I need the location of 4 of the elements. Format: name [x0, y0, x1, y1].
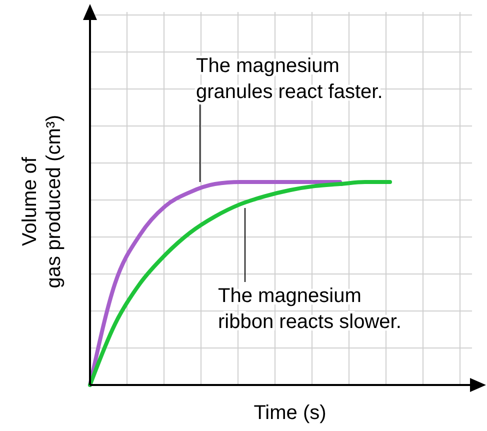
- text: The magnesium granules react faster.: [196, 55, 383, 103]
- y-axis-title: Volume of gas produced (cm³): [19, 114, 65, 288]
- x-axis-title: Time (s): [254, 402, 326, 424]
- annotation: The magnesium ribbon reacts slower.: [218, 285, 402, 333]
